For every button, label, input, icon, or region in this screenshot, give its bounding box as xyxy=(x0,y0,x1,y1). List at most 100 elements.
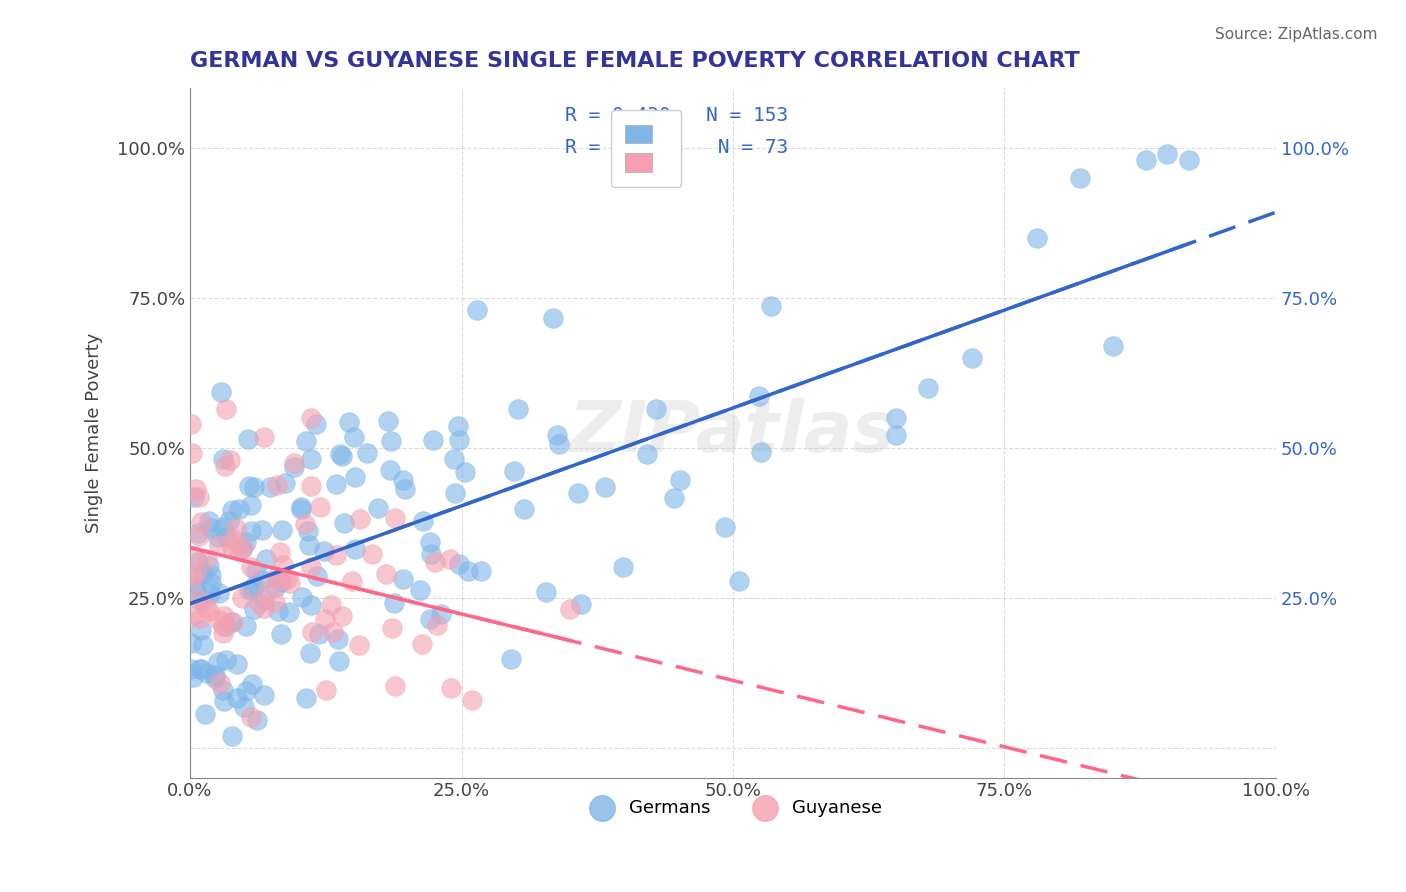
Y-axis label: Single Female Poverty: Single Female Poverty xyxy=(86,333,103,533)
Point xyxy=(1156,146,1178,161)
Point xyxy=(215,530,238,544)
Point xyxy=(245,564,267,578)
Point xyxy=(256,552,278,566)
Point xyxy=(180,417,202,431)
Point xyxy=(501,652,523,666)
Point xyxy=(226,691,249,706)
Point xyxy=(278,575,301,590)
Point xyxy=(240,677,263,691)
Point xyxy=(212,626,235,640)
Point xyxy=(188,662,211,676)
Point xyxy=(208,585,231,599)
Point xyxy=(208,538,231,552)
Point xyxy=(264,570,287,584)
Point xyxy=(180,445,202,459)
Point xyxy=(378,463,401,477)
Point xyxy=(960,351,983,365)
Point xyxy=(211,452,233,467)
Point xyxy=(271,523,294,537)
Point xyxy=(253,593,276,607)
Point xyxy=(309,500,332,515)
Point xyxy=(299,560,322,574)
Point xyxy=(183,670,205,684)
Point xyxy=(422,434,444,448)
Point xyxy=(761,299,783,313)
Point xyxy=(664,491,686,505)
Point xyxy=(513,502,536,516)
Point xyxy=(290,501,312,516)
Point xyxy=(1102,338,1125,352)
Point xyxy=(250,574,273,588)
Point xyxy=(232,699,254,714)
Point xyxy=(283,456,305,470)
Point xyxy=(343,542,366,557)
Point xyxy=(308,627,330,641)
Point xyxy=(322,625,344,640)
Point xyxy=(200,520,222,534)
Point xyxy=(423,555,446,569)
Point xyxy=(221,540,243,554)
Point xyxy=(315,682,337,697)
Point xyxy=(294,517,316,532)
Point xyxy=(749,445,772,459)
Point xyxy=(259,481,281,495)
Point xyxy=(328,655,350,669)
Point xyxy=(253,688,276,702)
Point xyxy=(669,473,692,487)
Point xyxy=(208,613,231,627)
Point xyxy=(298,646,321,660)
Point xyxy=(181,609,204,624)
Point xyxy=(394,482,416,496)
Point xyxy=(231,591,253,605)
Point xyxy=(186,482,208,496)
Point xyxy=(240,709,263,723)
Point xyxy=(290,500,312,514)
Point xyxy=(198,604,221,618)
Point xyxy=(222,615,245,629)
Point xyxy=(408,583,430,598)
Point xyxy=(419,535,441,549)
Point xyxy=(325,548,347,562)
Point xyxy=(461,692,484,706)
Text: Source: ZipAtlas.com: Source: ZipAtlas.com xyxy=(1215,27,1378,42)
Point xyxy=(420,547,443,561)
Point xyxy=(295,434,318,449)
Point xyxy=(349,512,371,526)
Point xyxy=(264,595,287,609)
Point xyxy=(214,653,236,667)
Point xyxy=(221,503,243,517)
Point xyxy=(321,599,343,613)
Point xyxy=(294,691,316,706)
Point xyxy=(439,551,461,566)
Point xyxy=(214,458,236,473)
Point xyxy=(391,572,413,586)
Point xyxy=(884,410,907,425)
Point xyxy=(247,596,270,610)
Point xyxy=(534,585,557,599)
Point xyxy=(297,524,319,538)
Point xyxy=(212,694,235,708)
Point xyxy=(190,515,212,529)
Point xyxy=(184,583,207,598)
Point xyxy=(218,515,240,529)
Point xyxy=(246,713,269,727)
Point xyxy=(273,476,295,491)
Text: R = 0.430   N = 153: R = 0.430 N = 153 xyxy=(565,105,787,125)
Point xyxy=(330,608,353,623)
Point xyxy=(194,706,217,721)
Point xyxy=(209,385,232,400)
Point xyxy=(447,557,470,571)
Point xyxy=(1069,170,1091,185)
Point xyxy=(276,572,298,586)
Point xyxy=(299,598,322,612)
Point xyxy=(242,480,264,494)
Point xyxy=(506,402,529,417)
Point xyxy=(238,583,260,598)
Point xyxy=(191,638,214,652)
Point xyxy=(228,501,250,516)
Point xyxy=(232,540,254,554)
Point xyxy=(221,729,243,743)
Text: R = -0.159   N = 73: R = -0.159 N = 73 xyxy=(565,138,787,157)
Point xyxy=(340,574,363,588)
Point xyxy=(187,592,209,607)
